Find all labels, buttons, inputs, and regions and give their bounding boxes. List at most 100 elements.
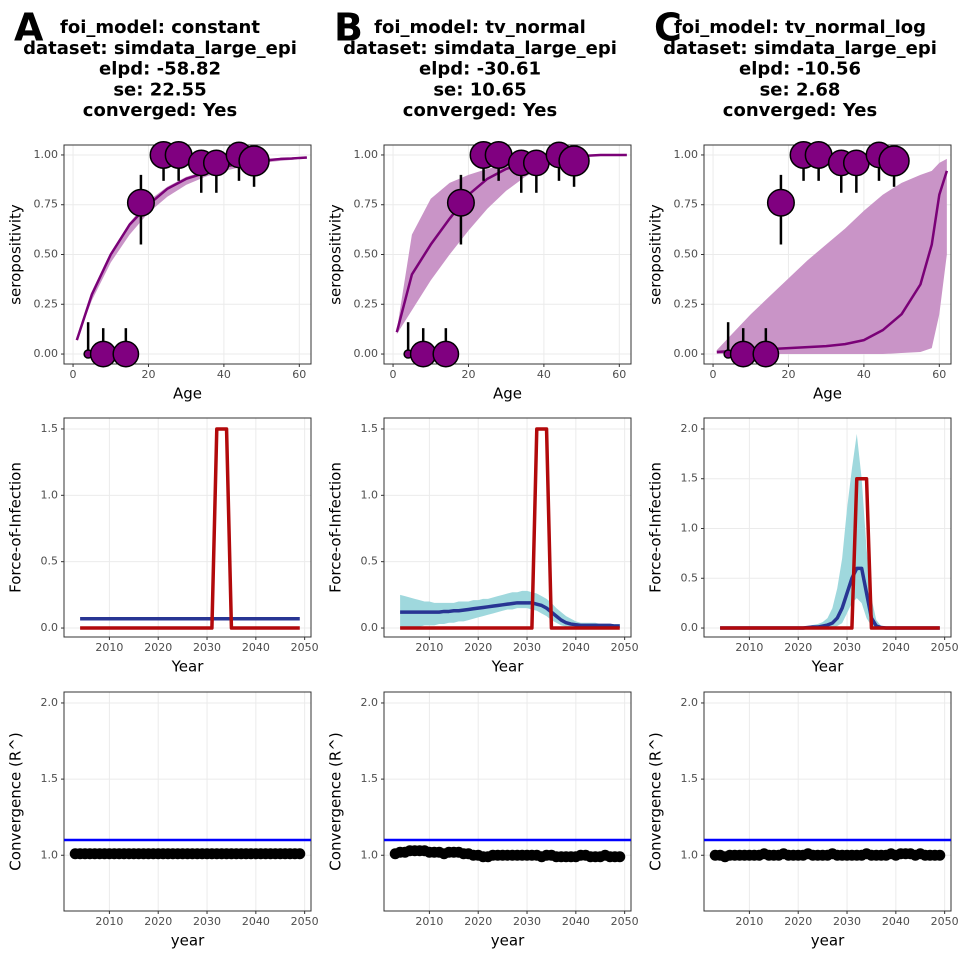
y-axis-label: Force-of-Infection bbox=[327, 462, 345, 593]
data-point bbox=[126, 188, 155, 217]
panel-tag: C bbox=[654, 6, 682, 50]
data-point bbox=[558, 145, 590, 177]
x-tick-label: 2030 bbox=[513, 641, 541, 654]
x-tick-label: 2020 bbox=[464, 641, 492, 654]
y-axis-label: seropositivity bbox=[7, 204, 25, 305]
panel-title: dataset: simdata_large_epi bbox=[23, 38, 297, 59]
panel-border bbox=[63, 691, 312, 912]
x-tick-label: 60 bbox=[612, 368, 626, 381]
x-axis-label: year bbox=[171, 932, 205, 950]
x-tick-label: 20 bbox=[781, 368, 795, 381]
x-axis-label: Year bbox=[171, 658, 205, 676]
x-tick-label: 2040 bbox=[562, 641, 590, 654]
y-tick-label: 1.00 bbox=[34, 148, 59, 161]
data-point bbox=[934, 849, 946, 861]
y-axis-label: Force-of-Infection bbox=[647, 462, 665, 593]
plot-background bbox=[64, 692, 311, 911]
panel-title: dataset: simdata_large_epi bbox=[663, 38, 937, 59]
x-tick-label: 2010 bbox=[95, 915, 123, 928]
panel-title: se: 10.65 bbox=[433, 79, 526, 100]
series-line bbox=[400, 427, 620, 630]
y-tick-label: 0.00 bbox=[674, 347, 699, 360]
y-tick-label: 1.5 bbox=[361, 772, 379, 785]
data-point bbox=[112, 340, 140, 368]
y-tick-label: 1.0 bbox=[681, 521, 699, 534]
panel-border bbox=[703, 691, 952, 912]
y-tick-label: 1.5 bbox=[361, 422, 379, 435]
x-axis-label: year bbox=[491, 932, 525, 950]
y-axis-label: Force-of-Infection bbox=[7, 462, 25, 593]
y-tick-label: 2.0 bbox=[681, 696, 699, 709]
fit-band bbox=[716, 158, 947, 355]
x-axis-label: Age bbox=[173, 385, 202, 403]
data-point bbox=[878, 145, 910, 177]
y-tick-label: 0.75 bbox=[354, 198, 379, 211]
x-tick-label: 2050 bbox=[931, 641, 959, 654]
data-point bbox=[164, 140, 193, 169]
panel-title: se: 2.68 bbox=[760, 79, 841, 100]
series-line bbox=[80, 427, 300, 630]
x-tick-label: 20 bbox=[461, 368, 475, 381]
y-tick-label: 1.5 bbox=[41, 772, 59, 785]
x-tick-label: 2020 bbox=[784, 915, 812, 928]
x-tick-label: 0 bbox=[710, 368, 717, 381]
series-line bbox=[720, 476, 940, 630]
data-point bbox=[842, 149, 870, 177]
data-point bbox=[202, 149, 230, 177]
y-tick-label: 0.75 bbox=[674, 198, 699, 211]
x-tick-label: 2050 bbox=[291, 641, 319, 654]
panel-title: converged: Yes bbox=[723, 100, 877, 121]
x-tick-label: 2030 bbox=[513, 915, 541, 928]
data-point bbox=[804, 140, 833, 169]
x-tick-label: 2020 bbox=[464, 915, 492, 928]
y-tick-label: 0.0 bbox=[361, 621, 379, 634]
x-tick-label: 40 bbox=[857, 368, 871, 381]
plot-background bbox=[64, 418, 311, 637]
x-axis-label: Age bbox=[493, 385, 522, 403]
x-tick-label: 2040 bbox=[242, 915, 270, 928]
y-tick-label: 2.0 bbox=[41, 696, 59, 709]
panel-title: foi_model: constant bbox=[60, 17, 260, 38]
y-tick-label: 1.00 bbox=[354, 148, 379, 161]
x-tick-label: 60 bbox=[292, 368, 306, 381]
y-tick-label: 1.5 bbox=[681, 472, 699, 485]
x-tick-label: 60 bbox=[932, 368, 946, 381]
y-tick-label: 1.0 bbox=[361, 488, 379, 501]
panel-border bbox=[383, 417, 632, 638]
plot-background bbox=[704, 692, 951, 911]
x-axis-label: Age bbox=[813, 385, 842, 403]
y-axis-label: Convergence (R^) bbox=[327, 732, 345, 870]
panel-tag: A bbox=[14, 6, 44, 50]
panel-title: elpd: -30.61 bbox=[419, 59, 541, 80]
data-point bbox=[89, 340, 117, 368]
y-tick-label: 0.0 bbox=[41, 621, 59, 634]
panel-title: foi_model: tv_normal_log bbox=[674, 17, 926, 38]
panel-title: elpd: -58.82 bbox=[99, 59, 221, 80]
y-tick-label: 1.5 bbox=[41, 422, 59, 435]
x-tick-label: 2040 bbox=[242, 641, 270, 654]
y-tick-label: 0.25 bbox=[34, 297, 59, 310]
x-tick-label: 2010 bbox=[735, 641, 763, 654]
x-tick-label: 2040 bbox=[562, 915, 590, 928]
panel-title: se: 22.55 bbox=[113, 79, 206, 100]
data-point bbox=[446, 188, 475, 217]
y-tick-label: 0.5 bbox=[361, 555, 379, 568]
x-tick-label: 2020 bbox=[144, 641, 172, 654]
x-tick-label: 2050 bbox=[611, 641, 639, 654]
x-tick-label: 2030 bbox=[833, 915, 861, 928]
plot-background bbox=[384, 692, 631, 911]
y-axis-label: seropositivity bbox=[327, 204, 345, 305]
panel-border bbox=[383, 691, 632, 912]
series-line bbox=[400, 601, 620, 628]
x-tick-label: 40 bbox=[537, 368, 551, 381]
y-tick-label: 1.0 bbox=[361, 848, 379, 861]
y-tick-label: 0.25 bbox=[354, 297, 379, 310]
data-point bbox=[752, 340, 780, 368]
x-tick-label: 2020 bbox=[784, 641, 812, 654]
x-axis-label: year bbox=[811, 932, 845, 950]
x-tick-label: 2010 bbox=[95, 641, 123, 654]
panel-title: converged: Yes bbox=[83, 100, 237, 121]
x-tick-label: 2050 bbox=[291, 915, 319, 928]
y-tick-label: 2.0 bbox=[361, 696, 379, 709]
